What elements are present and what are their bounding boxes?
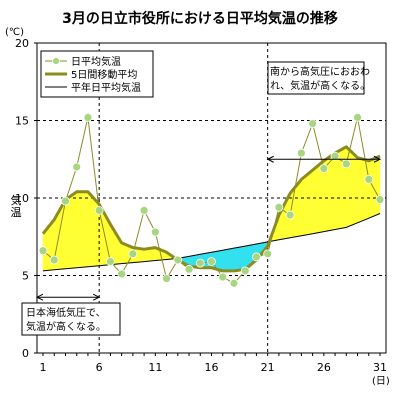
daily-mean-point: [117, 269, 127, 279]
annotation-right-line2: れ、気温が高くなる。: [270, 79, 370, 92]
legend-daily-mean-marker: [52, 57, 60, 65]
daily-mean-point: [263, 249, 273, 259]
legend-moving-average-label: 5日間移動平均: [71, 68, 137, 81]
daily-mean-point: [375, 195, 385, 204]
legend-daily-mean-label: 日平均気温: [71, 55, 121, 68]
daily-mean-point: [330, 151, 340, 161]
annotation-right-line1: 南から高気圧におおわ: [270, 65, 370, 78]
fill-segment: [368, 155, 381, 219]
daily-mean-point: [72, 162, 82, 172]
daily-mean-point: [218, 272, 228, 282]
x-unit-label: (日): [372, 376, 390, 387]
arrow-head-right: [373, 155, 382, 163]
x-tick-label: 6: [96, 361, 103, 374]
y-tick-label: 20: [15, 37, 29, 50]
daily-mean-point: [240, 266, 250, 276]
x-tick-label: 26: [317, 361, 331, 374]
daily-mean-point: [319, 164, 329, 173]
daily-mean-point: [285, 210, 295, 220]
y-axis-label: 気温: [11, 193, 22, 219]
daily-mean-point: [94, 205, 104, 215]
x-tick-label: 11: [148, 361, 162, 374]
annotation-box-left: [21, 302, 121, 336]
x-tick-label: 16: [205, 361, 219, 374]
y-axis: 0 5 10 15 20: [15, 37, 37, 360]
daily-mean-point: [353, 113, 362, 122]
fill-segment: [222, 247, 235, 272]
daily-mean-point: [139, 205, 149, 215]
chart-title: 3月の日立市役所における日平均気温の推移: [62, 10, 338, 27]
daily-mean-point: [252, 252, 261, 262]
y-tick-label: 10: [15, 192, 29, 205]
daily-mean-point: [128, 249, 138, 259]
series-markers: [38, 113, 385, 288]
y-unit-label: (℃): [5, 27, 24, 38]
annotation-left-line1: 日本海低気圧で、: [26, 306, 106, 319]
daily-mean-point: [364, 174, 374, 184]
daily-mean-point: [274, 202, 284, 212]
daily-mean-point: [308, 119, 318, 128]
x-tick-label: 21: [261, 361, 275, 374]
daily-mean-point: [229, 278, 239, 288]
y-tick-label: 0: [22, 347, 29, 360]
daily-mean-point: [162, 274, 171, 284]
x-tick-label: 31: [373, 361, 387, 374]
moving-average-line: [41, 145, 381, 273]
daily-mean-point: [61, 196, 70, 206]
gridlines: [37, 43, 386, 353]
normal-temperature-line: [42, 213, 381, 272]
daily-mean-point: [38, 246, 48, 256]
y-tick-label: 5: [22, 270, 29, 283]
daily-mean-point: [49, 255, 59, 265]
annotation-left-line2: 気温が高くなる。: [26, 320, 106, 333]
daily-mean-point: [150, 227, 160, 237]
daily-mean-point: [173, 255, 183, 265]
daily-mean-point: [195, 258, 205, 268]
annotation-box-right: [267, 61, 365, 95]
daily-mean-point: [296, 148, 306, 158]
daily-mean-point: [83, 113, 93, 122]
x-axis: 1 6 11 16 21 26 31: [40, 353, 387, 374]
arrow-head-left: [35, 293, 44, 301]
fill-segment: [76, 191, 89, 269]
arrow-head-left: [266, 155, 274, 163]
daily-mean-point: [341, 159, 351, 169]
daily-mean-point: [106, 257, 115, 266]
x-tick-label: 1: [40, 361, 47, 374]
y-tick-label: 15: [15, 115, 29, 128]
daily-mean-point: [207, 257, 216, 266]
daily-mean-point: [184, 264, 194, 274]
legend-normal-label: 平年日平均気温: [71, 81, 141, 94]
arrow-head-right: [92, 293, 101, 301]
